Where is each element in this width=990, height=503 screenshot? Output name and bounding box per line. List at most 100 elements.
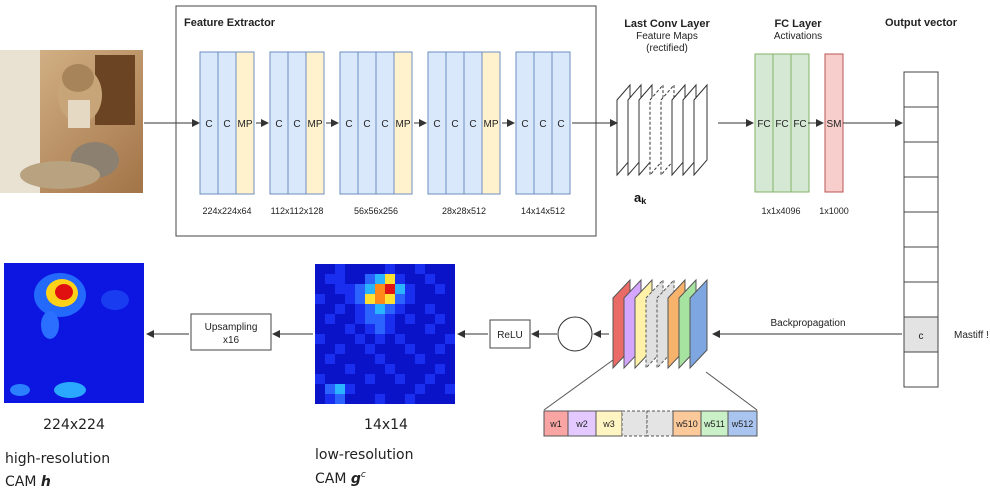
heatmap-cell (395, 364, 405, 374)
heatmap-cell (315, 344, 325, 354)
layer-label: C (451, 119, 458, 130)
weight-cell (727, 410, 758, 437)
heatmap-cell (325, 334, 335, 344)
heatmap-cell (325, 394, 335, 404)
layer-label: C (275, 119, 282, 130)
feature-map-slice (649, 83, 664, 177)
heatmap-cell (325, 354, 335, 364)
block-size-label: 14x14x512 (521, 206, 565, 216)
activation-symbol: ak (634, 190, 647, 206)
layer-label: C (345, 119, 352, 130)
heatmap-cell (415, 264, 425, 274)
heatmap-cell (365, 394, 375, 404)
heatmap-cell (315, 334, 325, 344)
heatmap-cell (335, 284, 345, 294)
heatmap-cell (415, 324, 425, 334)
heatmap-cell (315, 354, 325, 364)
heatmap-cell (405, 274, 415, 284)
heatmap-cell (385, 374, 395, 384)
relu-label: ReLU (497, 330, 523, 341)
heatmap-cell (375, 394, 385, 404)
heatmap-cell (345, 304, 355, 314)
output-cell (903, 71, 939, 108)
heatmap-cell (375, 374, 385, 384)
weight-label: w511 (703, 419, 725, 429)
heatmap-cell (395, 314, 405, 324)
heatmap-cell (385, 314, 395, 324)
heatmap-cell (425, 284, 435, 294)
heatmap-cell (445, 324, 455, 334)
heatmap-cell (335, 364, 345, 374)
heatmap-cell (315, 394, 325, 404)
heatmap-cell (435, 284, 445, 294)
feature-extractor-title: Feature Extractor (184, 17, 276, 29)
heatmap-cell (335, 354, 345, 364)
backprop-label: Backpropagation (770, 318, 845, 329)
heatmap-cell (425, 304, 435, 314)
layer-label: C (469, 119, 476, 130)
heatmap-cell (395, 264, 405, 274)
heatmap-cell (375, 384, 385, 394)
maxpool-layer (481, 51, 501, 195)
heatmap-cell (405, 374, 415, 384)
heatmap-cell (345, 284, 355, 294)
heatmap-cell (355, 304, 365, 314)
heatmap-cell (405, 384, 415, 394)
heatmap-cell (395, 274, 405, 284)
heatmap-cell (315, 324, 325, 334)
heatmap-cell (335, 344, 345, 354)
heatmap-cell (405, 304, 415, 314)
heatmap-cell (415, 384, 425, 394)
high-res-caption: high-resolution (5, 451, 110, 467)
heatmap-cell (405, 314, 415, 324)
heatmap-cell (415, 284, 425, 294)
heatmap-cell (345, 334, 355, 344)
heatmap-cell (425, 364, 435, 374)
heatmap-cell (385, 334, 395, 344)
heatmap-cell (365, 344, 375, 354)
upsampling-box (190, 313, 272, 351)
heatmap-cell (335, 264, 345, 274)
heatmap-cell (335, 384, 345, 394)
feature-extractor-box (175, 5, 597, 237)
heatmap-cell (355, 264, 365, 274)
output-vector: c (903, 71, 939, 388)
heatmap-cell (385, 294, 395, 304)
layer-label: MP (396, 119, 411, 130)
heatmap-cell (425, 274, 435, 284)
heatmap-cell (315, 304, 325, 314)
heatmap-cell (335, 314, 345, 324)
block-size-label: 112x112x128 (271, 206, 324, 216)
layer-label: C (521, 119, 528, 130)
heatmap-cell (395, 284, 405, 294)
heatmap-cell (405, 264, 415, 274)
heatmap-cell (395, 354, 405, 364)
heatmap-cell (335, 394, 345, 404)
heatmap-cell (375, 264, 385, 274)
weight-label: w2 (575, 419, 588, 429)
heatmap-cell (415, 354, 425, 364)
heatmap-cell (335, 374, 345, 384)
weighted-feature-maps (612, 278, 708, 370)
heatmap-cell (385, 274, 395, 284)
heatmap-cell (415, 394, 425, 404)
feature-map-slice (660, 83, 675, 177)
heatmap-cell (445, 344, 455, 354)
heatmap-cell (385, 364, 395, 374)
weight-label: w512 (731, 419, 754, 429)
heatmap-cell (435, 364, 445, 374)
layer-label: MP (238, 119, 253, 130)
heatmap-cell (425, 344, 435, 354)
heatmap-cell (315, 294, 325, 304)
heatmap-cell (365, 334, 375, 344)
heatmap-cell (425, 324, 435, 334)
heatmap-cell (395, 294, 405, 304)
heatmap-cell (435, 304, 445, 314)
heatmap-cell (395, 334, 405, 344)
heatmap-cell (385, 284, 395, 294)
heatmap-cell (315, 374, 325, 384)
output-cell (903, 141, 939, 178)
layer-label: C (363, 119, 370, 130)
